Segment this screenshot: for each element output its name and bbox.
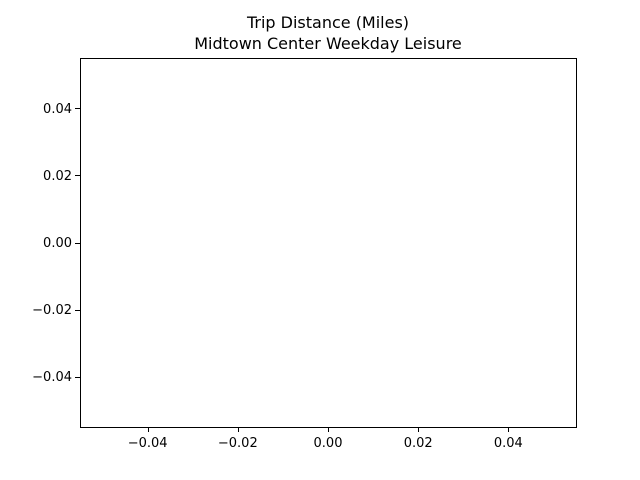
chart-subtitle: Midtown Center Weekday Leisure bbox=[194, 34, 462, 53]
x-tick-label: −0.04 bbox=[128, 436, 168, 451]
x-tick-label: 0.00 bbox=[314, 436, 343, 451]
y-axis: −0.04 −0.02 0.00 0.02 0.04 bbox=[32, 102, 80, 385]
y-tick-label: −0.02 bbox=[32, 303, 72, 318]
plot-area bbox=[80, 58, 577, 428]
x-tick-label: 0.02 bbox=[404, 436, 433, 451]
chart-title: Trip Distance (Miles) bbox=[246, 13, 409, 32]
y-tick-label: 0.04 bbox=[43, 102, 72, 117]
x-tick-label: 0.04 bbox=[494, 436, 523, 451]
y-tick-label: 0.02 bbox=[43, 169, 72, 184]
y-tick-label: 0.00 bbox=[43, 236, 72, 251]
y-tick-label: −0.04 bbox=[32, 370, 72, 385]
x-axis: −0.04 −0.02 0.00 0.02 0.04 bbox=[128, 427, 523, 451]
x-tick-label: −0.02 bbox=[218, 436, 258, 451]
axes-frame bbox=[80, 58, 577, 428]
